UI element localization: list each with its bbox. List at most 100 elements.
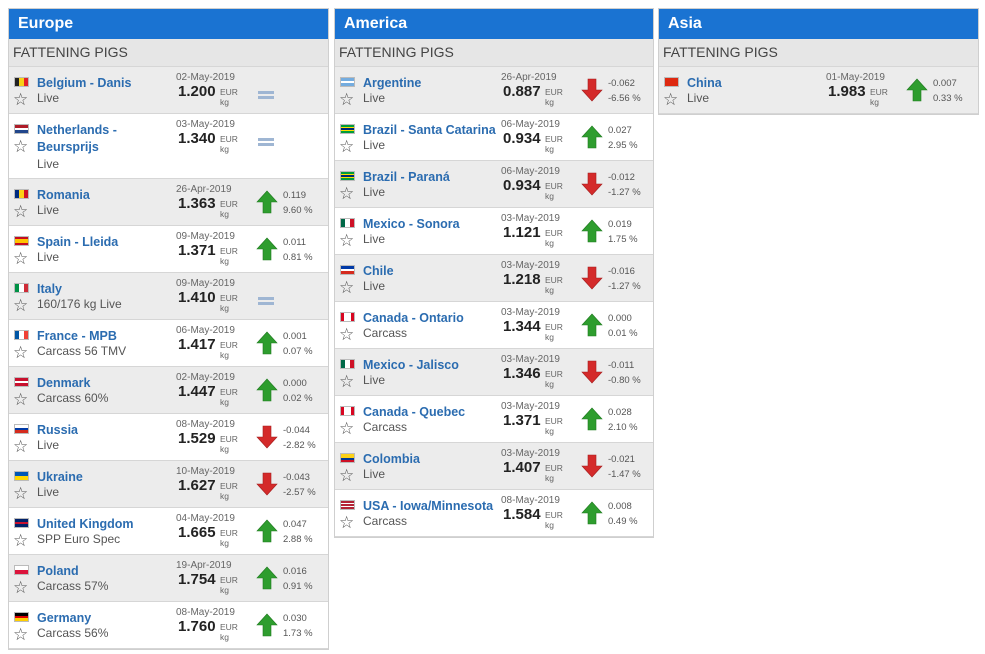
price-row[interactable]: ☆ Canada - Quebec Carcass 03-May-2019 1.371 E… (335, 396, 653, 443)
market-name-link[interactable]: Argentine (363, 76, 422, 90)
favorite-star-icon[interactable]: ☆ (13, 531, 29, 550)
favorite-star-icon[interactable]: ☆ (13, 484, 29, 503)
market-name-link[interactable]: France - MPB (37, 329, 117, 343)
market-name-link[interactable]: Colombia (363, 452, 420, 466)
favorite-star-icon[interactable]: ☆ (339, 231, 355, 250)
market-name-link[interactable]: Mexico - Sonora (363, 217, 460, 231)
price-change: -0.044 (283, 425, 310, 436)
market-name-link[interactable]: Ukraine (37, 470, 83, 484)
country-flag-icon (14, 330, 29, 340)
price-row[interactable]: ☆ Romania Live 26-Apr-2019 1.363 EUR kg 0.119 9.… (9, 179, 328, 226)
price-unit: kg (220, 491, 229, 501)
favorite-star-icon[interactable]: ☆ (13, 578, 29, 597)
price-row[interactable]: ☆ Poland Carcass 57% 19-Apr-2019 1.754 EUR kg 0… (9, 555, 328, 602)
favorite-star-icon[interactable]: ☆ (13, 296, 29, 315)
price-change: 0.047 (283, 519, 307, 530)
favorite-star-icon[interactable]: ☆ (13, 625, 29, 644)
price-change-percent: -0.80 % (608, 375, 641, 386)
market-name-link[interactable]: Mexico - Jalisco (363, 358, 459, 372)
price-value: 1.121 (503, 224, 541, 241)
price-unit: kg (545, 473, 554, 483)
favorite-star-icon[interactable]: ☆ (339, 513, 355, 532)
favorite-star-icon[interactable]: ☆ (339, 325, 355, 344)
market-subtitle: Live (363, 232, 386, 246)
price-row[interactable]: ☆ France - MPB Carcass 56 TMV 06-May-2019 1.… (9, 320, 328, 367)
price-row[interactable]: ☆ Mexico - Sonora Live 03-May-2019 1.121 EUR k… (335, 208, 653, 255)
market-name-link[interactable]: Brazil - Paraná (363, 170, 450, 184)
market-name-link[interactable]: Netherlands - Beursprijs (37, 123, 117, 154)
price-date: 06-May-2019 (501, 119, 560, 130)
price-row[interactable]: ☆ Chile Live 03-May-2019 1.218 EUR kg -0.016 -1.… (335, 255, 653, 302)
price-currency: EUR (220, 481, 238, 491)
price-value: 1.346 (503, 365, 541, 382)
market-name-link[interactable]: China (687, 76, 722, 90)
market-name-link[interactable]: Spain - Lleida (37, 235, 119, 249)
arrow-up-icon (256, 378, 278, 402)
market-name-link[interactable]: Brazil - Santa Catarina (363, 123, 496, 137)
price-row[interactable]: ☆ United Kingdom SPP Euro Spec 04-May-2019 1… (9, 508, 328, 555)
price-row[interactable]: ☆ Brazil - Santa Catarina Live 06-May-2019 0… (335, 114, 653, 161)
price-row[interactable]: ☆ USA - Iowa/Minnesota Carcass 08-May-2019 1… (335, 490, 653, 537)
price-unit: kg (220, 350, 229, 360)
favorite-star-icon[interactable]: ☆ (339, 184, 355, 203)
price-row[interactable]: ☆ Mexico - Jalisco Live 03-May-2019 1.346 EUR… (335, 349, 653, 396)
price-change-percent: 2.95 % (608, 140, 638, 151)
price-row[interactable]: ☆ Argentine Live 26-Apr-2019 0.887 EUR kg -0.06… (335, 67, 653, 114)
price-row[interactable]: ☆ Netherlands - Beursprijs Live 03-May-2019… (9, 114, 328, 179)
favorite-star-icon[interactable]: ☆ (339, 278, 355, 297)
price-value: 0.887 (503, 83, 541, 100)
price-row[interactable]: ☆ Denmark Carcass 60% 02-May-2019 1.447 EUR kg… (9, 367, 328, 414)
market-name-link[interactable]: Poland (37, 564, 79, 578)
price-change: 0.030 (283, 613, 307, 624)
price-row[interactable]: ☆ Germany Carcass 56% 08-May-2019 1.760 EUR kg… (9, 602, 328, 649)
favorite-star-icon[interactable]: ☆ (339, 372, 355, 391)
arrow-down-icon (581, 454, 603, 478)
market-name-link[interactable]: United Kingdom (37, 517, 134, 531)
market-name-link[interactable]: Chile (363, 264, 394, 278)
price-row[interactable]: ☆ Brazil - Paraná Live 06-May-2019 0.934 EUR k… (335, 161, 653, 208)
price-row[interactable]: ☆ Italy 160/176 kg Live 09-May-2019 1.410 EUR… (9, 273, 328, 320)
price-currency: EUR (220, 575, 238, 585)
price-unit: kg (220, 632, 229, 642)
price-row[interactable]: ☆ Canada - Ontario Carcass 03-May-2019 1.344… (335, 302, 653, 349)
price-change: -0.012 (608, 172, 635, 183)
price-row[interactable]: ☆ Belgium - Danis Live 02-May-2019 1.200 EUR k… (9, 67, 328, 114)
price-row[interactable]: ☆ China Live 01-May-2019 1.983 EUR kg 0.007 0.33… (659, 67, 978, 114)
favorite-star-icon[interactable]: ☆ (339, 466, 355, 485)
market-name-link[interactable]: Belgium - Danis (37, 76, 132, 90)
price-change: 0.011 (283, 237, 307, 248)
market-name-link[interactable]: Denmark (37, 376, 91, 390)
price-row[interactable]: ☆ Ukraine Live 10-May-2019 1.627 EUR kg -0.043 -… (9, 461, 328, 508)
price-currency: EUR (220, 528, 238, 538)
market-name-link[interactable]: USA - Iowa/Minnesota (363, 499, 494, 513)
market-name-link[interactable]: Romania (37, 188, 90, 202)
favorite-star-icon[interactable]: ☆ (663, 90, 679, 109)
price-row[interactable]: ☆ Colombia Live 03-May-2019 1.407 EUR kg -0.021… (335, 443, 653, 490)
market-name-link[interactable]: Canada - Ontario (363, 311, 464, 325)
price-unit: kg (220, 97, 229, 107)
market-name-link[interactable]: Italy (37, 282, 63, 296)
favorite-star-icon[interactable]: ☆ (13, 202, 29, 221)
favorite-star-icon[interactable]: ☆ (339, 137, 355, 156)
favorite-star-icon[interactable]: ☆ (13, 90, 29, 109)
favorite-star-icon[interactable]: ☆ (13, 437, 29, 456)
favorite-star-icon[interactable]: ☆ (13, 137, 29, 156)
unchanged-icon (258, 293, 274, 305)
price-date: 03-May-2019 (501, 213, 560, 224)
favorite-star-icon[interactable]: ☆ (339, 90, 355, 109)
favorite-star-icon[interactable]: ☆ (13, 390, 29, 409)
market-name-link[interactable]: Germany (37, 611, 92, 625)
favorite-star-icon[interactable]: ☆ (13, 249, 29, 268)
price-row[interactable]: ☆ Russia Live 08-May-2019 1.529 EUR kg -0.044 -2… (9, 414, 328, 461)
price-change: 0.028 (608, 407, 632, 418)
price-value: 1.363 (178, 195, 216, 212)
arrow-down-icon (581, 360, 603, 384)
market-name-link[interactable]: Canada - Quebec (363, 405, 466, 419)
market-name-link[interactable]: Russia (37, 423, 78, 437)
arrow-down-icon (256, 425, 278, 449)
price-row[interactable]: ☆ Spain - Lleida Live 09-May-2019 1.371 EUR kg… (9, 226, 328, 273)
favorite-star-icon[interactable]: ☆ (13, 343, 29, 362)
country-flag-icon (340, 312, 355, 322)
price-change-percent: 2.88 % (283, 534, 313, 545)
favorite-star-icon[interactable]: ☆ (339, 419, 355, 438)
